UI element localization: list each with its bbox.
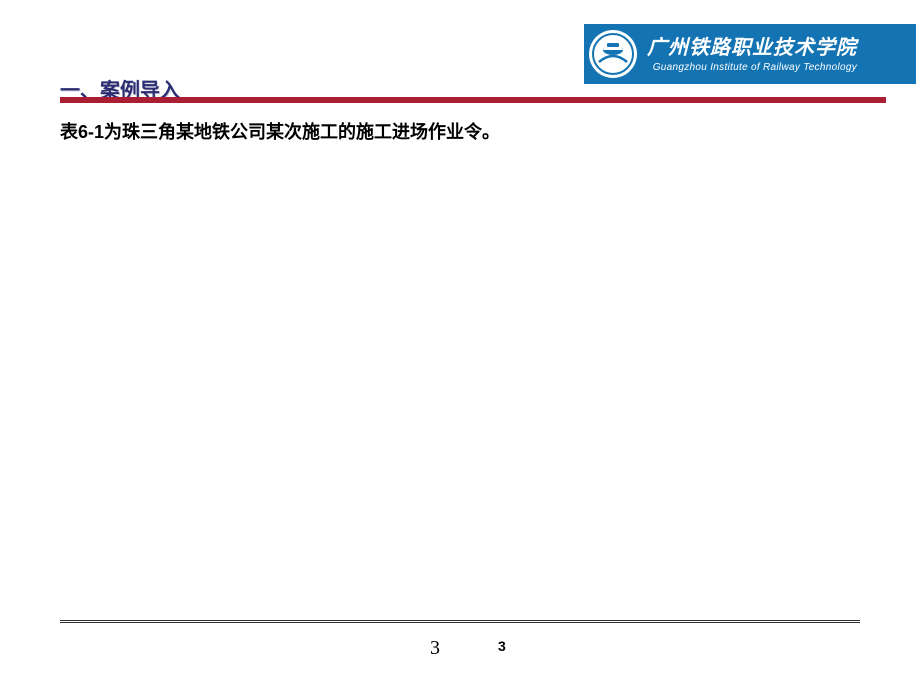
section-divider bbox=[60, 97, 886, 103]
institution-logo-banner: 广州铁路职业技术学院 Guangzhou Institute of Railwa… bbox=[584, 24, 916, 84]
institution-name-en: Guangzhou Institute of Railway Technolog… bbox=[647, 62, 857, 73]
train-icon bbox=[591, 32, 635, 76]
footer-line-top bbox=[60, 620, 860, 621]
page-number-large: 3 bbox=[430, 637, 440, 660]
institution-name-cn: 广州铁路职业技术学院 bbox=[647, 36, 857, 60]
content-paragraph: 表6-1为珠三角某地铁公司某次施工的施工进场作业令。 bbox=[60, 118, 500, 144]
footer-line-bottom bbox=[60, 622, 860, 623]
page-number-small: 3 bbox=[498, 638, 506, 654]
logo-emblem bbox=[589, 30, 637, 78]
logo-text-block: 广州铁路职业技术学院 Guangzhou Institute of Railwa… bbox=[647, 36, 857, 73]
